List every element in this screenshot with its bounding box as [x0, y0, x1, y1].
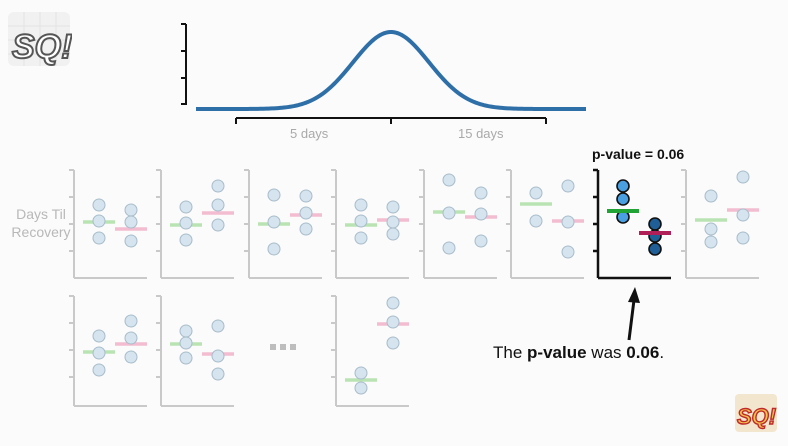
control-point: [354, 231, 368, 245]
experiment-panel: [156, 169, 234, 279]
control-point: [442, 241, 456, 255]
treatment-point: [299, 189, 313, 203]
treatment-point: [648, 217, 662, 231]
x-tick-label-5-days: 5 days: [290, 126, 329, 141]
control-point: [92, 198, 106, 212]
arrow: [627, 287, 640, 341]
treatment-point: [124, 203, 138, 217]
control-point: [704, 235, 718, 249]
control-point: [92, 363, 106, 377]
treatment-point: [124, 234, 138, 248]
control-point: [442, 173, 456, 187]
control-point: [354, 214, 368, 228]
treatment-point: [124, 331, 138, 345]
distribution-plot: 5 days 15 days: [181, 23, 586, 141]
experiment-panel: [331, 169, 409, 279]
caption: The p-value was 0.06.: [493, 343, 665, 362]
treatment-point: [386, 227, 400, 241]
treatment-point: [211, 218, 225, 232]
treatment-point: [561, 179, 575, 193]
treatment-point: [386, 315, 400, 329]
highlight-pvalue-title: p-value = 0.06: [592, 146, 685, 162]
experiment-panel: [156, 295, 234, 407]
control-point: [442, 206, 456, 220]
experiment-panel: [331, 295, 409, 407]
control-point: [704, 222, 718, 236]
control-point: [179, 216, 193, 230]
treatment-point: [736, 231, 750, 245]
treatment-point: [211, 198, 225, 212]
treatment-point: [299, 206, 313, 220]
control-point: [354, 198, 368, 212]
treatment-point: [124, 350, 138, 364]
treatment-point: [211, 179, 225, 193]
control-point: [267, 215, 281, 229]
treatment-point: [561, 245, 575, 259]
experiment-panel: [69, 169, 147, 279]
treatment-point: [124, 314, 138, 328]
experiment-panels: [69, 168, 759, 407]
ellipsis: [270, 344, 296, 350]
experiment-panel: [506, 169, 584, 279]
experiment-panel: [419, 169, 497, 279]
normal-curve: [196, 30, 586, 111]
treatment-point: [124, 215, 138, 229]
experiment-panel: [593, 168, 671, 280]
y-axis-label: Days Til Recovery: [11, 206, 71, 240]
treatment-point: [211, 319, 225, 333]
treatment-point: [386, 215, 400, 229]
treatment-point: [736, 170, 750, 184]
treatment-point: [474, 234, 488, 248]
treatment-point: [386, 296, 400, 310]
control-point: [267, 188, 281, 202]
treatment-point: [474, 207, 488, 221]
control-point: [179, 351, 193, 365]
statquest-logo: SQ!: [8, 12, 72, 67]
control-point: [616, 192, 630, 206]
control-point: [267, 242, 281, 256]
experiment-panel: [244, 169, 322, 279]
treatment-point: [211, 367, 225, 381]
control-point: [179, 324, 193, 338]
control-point: [92, 214, 106, 228]
statquest-logo-small: SQ!: [735, 394, 777, 432]
treatment-point: [386, 200, 400, 214]
control-point: [92, 346, 106, 360]
treatment-point: [561, 215, 575, 229]
experiment-panel: [69, 295, 147, 407]
treatment-point: [386, 336, 400, 350]
control-point: [529, 186, 543, 200]
control-point: [92, 231, 106, 245]
control-point: [704, 189, 718, 203]
x-tick-label-15-days: 15 days: [458, 126, 504, 141]
treatment-point: [736, 208, 750, 222]
treatment-point: [299, 222, 313, 236]
control-point: [616, 179, 630, 193]
control-point: [92, 329, 106, 343]
control-point: [179, 233, 193, 247]
treatment-point: [648, 242, 662, 256]
control-point: [529, 214, 543, 228]
treatment-point: [211, 349, 225, 363]
control-point: [179, 200, 193, 214]
control-point: [354, 381, 368, 395]
experiment-panel: [681, 169, 759, 279]
treatment-point: [474, 186, 488, 200]
control-point: [179, 336, 193, 350]
control-point: [354, 366, 368, 380]
svg-text:SQ!: SQ!: [12, 28, 72, 66]
svg-text:SQ!: SQ!: [737, 404, 776, 429]
